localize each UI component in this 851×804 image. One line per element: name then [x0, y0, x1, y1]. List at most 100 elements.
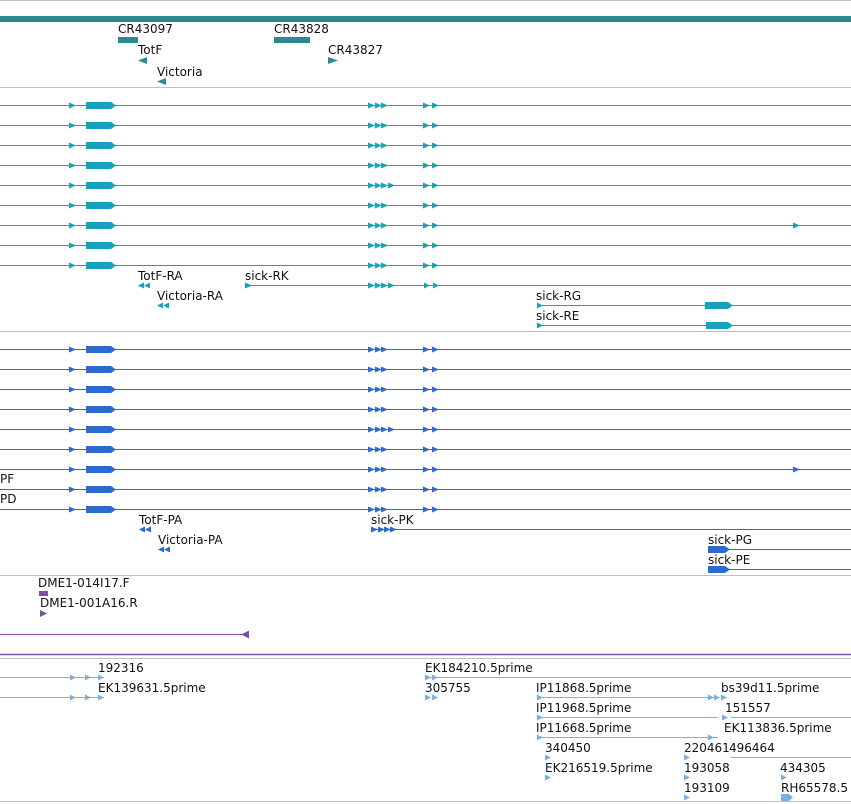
est-label: IP11868.5prime [536, 681, 631, 695]
est-arrow [70, 674, 76, 681]
exon-arrow [368, 162, 375, 169]
exon-arrow [381, 446, 388, 453]
exon-arrow [368, 102, 375, 109]
protein-feature-TotF-PA[interactable] [145, 526, 151, 533]
est-arrow [684, 794, 690, 801]
exon-arrow [381, 386, 388, 393]
protein-feature-Victoria-PA[interactable] [164, 546, 170, 553]
est-arrow [425, 674, 431, 681]
protein-isoform-row[interactable] [0, 346, 851, 353]
protein-label: sick-PG [708, 533, 752, 547]
exon-arrow [375, 182, 382, 189]
exon-arrow [432, 222, 439, 229]
exon-arrow [375, 282, 382, 289]
transcript-feature-Victoria-RA[interactable] [163, 302, 169, 309]
clone-feature-DME1-001A16.R[interactable] [40, 610, 47, 617]
est-label: bs39d11.5prime [721, 681, 819, 695]
transcript-feature-TotF-RA[interactable] [144, 282, 150, 289]
exon-block [86, 406, 116, 413]
exon-arrow [381, 182, 388, 189]
exon-arrow [375, 506, 382, 513]
est-arrow [708, 734, 714, 741]
exon-arrow [371, 526, 378, 533]
gene-feature-CR43827[interactable] [328, 57, 338, 64]
transcript-isoform-row[interactable] [0, 202, 851, 209]
exon-arrow [432, 122, 439, 129]
gene-label: Victoria [157, 65, 203, 79]
transcript-isoform-row[interactable] [0, 182, 851, 189]
exon-arrow [69, 366, 76, 373]
gene-feature-TotF[interactable] [138, 57, 147, 64]
exon-arrow [381, 426, 388, 433]
gene-feature-CR43097[interactable] [118, 37, 138, 43]
protein-isoform-row[interactable] [0, 506, 851, 513]
gene-feature-Victoria[interactable] [157, 78, 166, 85]
exon-arrow [432, 242, 439, 249]
exon-arrow [69, 162, 76, 169]
exon-block [86, 486, 116, 493]
exon-arrow [368, 346, 375, 353]
transcript-track: TotF-RA sick-RK Victoria-RA sick-RG sick… [0, 102, 851, 329]
est-label: 340450 [545, 741, 591, 755]
clone-feature-DME1-014I17.F[interactable] [39, 591, 48, 596]
exon-arrow [381, 162, 388, 169]
exon-arrow [368, 202, 375, 209]
est-arrow [708, 694, 714, 701]
protein-isoform-row[interactable] [0, 406, 851, 413]
est-label: RH65578.5 [781, 781, 848, 795]
exon-arrow [432, 386, 439, 393]
protein-label: Victoria-PA [158, 533, 223, 547]
protein-feature-TotF-PA[interactable] [139, 526, 145, 533]
gene-feature-CR43828[interactable] [274, 37, 310, 43]
exon-arrow [432, 406, 439, 413]
protein-feature-sick-PG[interactable] [708, 546, 730, 553]
gene-span-bar[interactable] [0, 16, 851, 22]
transcript-isoform-row[interactable] [0, 222, 851, 229]
exon-arrow [245, 282, 252, 289]
exon-block [86, 242, 116, 249]
exon-arrow [432, 446, 439, 453]
protein-isoform-row[interactable] [0, 386, 851, 393]
exon-arrow [375, 366, 382, 373]
exon-block [86, 366, 116, 373]
exon-arrow [368, 282, 375, 289]
exon-arrow [69, 102, 76, 109]
exon-arrow [375, 202, 382, 209]
protein-isoform-row[interactable] [0, 446, 851, 453]
exon-arrow [375, 122, 382, 129]
transcript-feature-TotF-RA[interactable] [138, 282, 144, 289]
exon-arrow [432, 102, 439, 109]
protein-isoform-row[interactable] [0, 366, 851, 373]
est-arrow [545, 774, 551, 781]
exon-arrow [368, 406, 375, 413]
exon-arrow [381, 406, 388, 413]
exon-arrow [381, 142, 388, 149]
transcript-isoform-row[interactable] [0, 122, 851, 129]
transcript-isoform-row[interactable] [0, 142, 851, 149]
exon-arrow [432, 262, 439, 269]
protein-feature-Victoria-PA[interactable] [158, 546, 164, 553]
protein-isoform-row[interactable] [0, 486, 851, 493]
exon-arrow [423, 182, 430, 189]
exon-arrow [432, 142, 439, 149]
est-arrow [781, 774, 787, 781]
est-arrow [545, 754, 551, 761]
clone-label: DME1-014I17.F [38, 576, 130, 590]
exon-arrow [368, 242, 375, 249]
exon-arrow [432, 366, 439, 373]
protein-feature-sick-PE[interactable] [708, 566, 730, 573]
exon-arrow [375, 142, 382, 149]
transcript-isoform-row[interactable] [0, 162, 851, 169]
transcript-isoform-row[interactable] [0, 262, 851, 269]
exon-arrow [793, 466, 800, 473]
protein-isoform-row[interactable] [0, 426, 851, 433]
transcript-isoform-row[interactable] [0, 242, 851, 249]
protein-isoform-row[interactable] [0, 466, 851, 473]
gene-track: CR43097 CR43828 TotF CR43827 Victoria [0, 16, 851, 85]
exon-arrow [381, 102, 388, 109]
transcript-feature-Victoria-RA[interactable] [157, 302, 163, 309]
exon-block [86, 182, 116, 189]
transcript-isoform-row[interactable] [0, 102, 851, 109]
exon-arrow [432, 506, 439, 513]
